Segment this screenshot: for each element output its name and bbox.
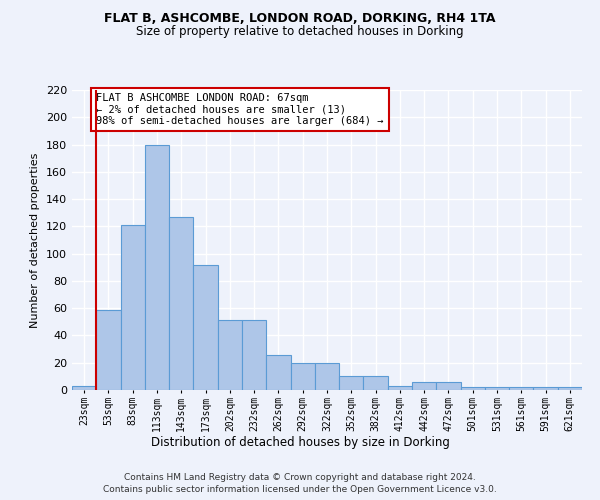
Bar (145, 144, 169, 390)
Bar (193, 264, 218, 390)
Bar (121, 225, 145, 390)
Bar (388, 386, 412, 390)
Bar (533, 388, 558, 390)
Bar (436, 382, 461, 390)
Bar (242, 320, 266, 390)
Bar (364, 376, 388, 390)
Bar (509, 388, 533, 390)
Text: Size of property relative to detached houses in Dorking: Size of property relative to detached ho… (136, 25, 464, 38)
Bar (558, 388, 582, 390)
Bar (461, 388, 485, 390)
Bar (339, 376, 364, 390)
Y-axis label: Number of detached properties: Number of detached properties (31, 152, 40, 328)
Text: Contains HM Land Registry data © Crown copyright and database right 2024.: Contains HM Land Registry data © Crown c… (124, 473, 476, 482)
Bar (485, 388, 509, 390)
Bar (169, 217, 193, 390)
Bar (290, 362, 315, 390)
Bar (266, 354, 290, 390)
Bar (218, 320, 242, 390)
Bar (96, 310, 121, 390)
Text: Distribution of detached houses by size in Dorking: Distribution of detached houses by size … (151, 436, 449, 449)
Bar (72, 386, 96, 390)
Bar (315, 362, 339, 390)
Text: FLAT B ASHCOMBE LONDON ROAD: 67sqm
← 2% of detached houses are smaller (13)
98% : FLAT B ASHCOMBE LONDON ROAD: 67sqm ← 2% … (96, 92, 384, 126)
Text: Contains public sector information licensed under the Open Government Licence v3: Contains public sector information licen… (103, 486, 497, 494)
Bar (412, 382, 436, 390)
Text: FLAT B, ASHCOMBE, LONDON ROAD, DORKING, RH4 1TA: FLAT B, ASHCOMBE, LONDON ROAD, DORKING, … (104, 12, 496, 26)
